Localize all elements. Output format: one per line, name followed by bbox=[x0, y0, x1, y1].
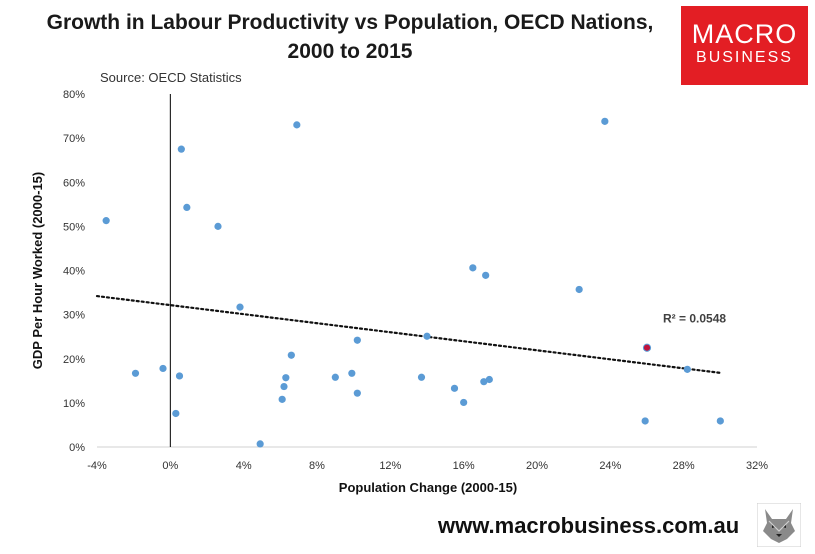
y-tick-label: 60% bbox=[63, 177, 85, 189]
y-tick-label: 40% bbox=[63, 266, 85, 278]
x-tick-label: 0% bbox=[162, 460, 178, 472]
data-point bbox=[175, 372, 184, 380]
chart-labels: R² = 0.0548 Population Change (2000-15) GD… bbox=[30, 172, 726, 495]
data-point bbox=[159, 364, 167, 373]
data-point bbox=[450, 384, 459, 392]
chart-axes: 0%10%20%30%40%50%60%70%80%-4% 0% 4% 8% 12% 16… bbox=[63, 89, 768, 472]
logo-word-business: BUSINESS bbox=[696, 49, 793, 66]
data-point bbox=[102, 217, 110, 225]
data-points bbox=[102, 117, 724, 448]
y-tick-label: 50% bbox=[63, 221, 85, 233]
data-point-highlighted bbox=[642, 343, 652, 352]
data-point bbox=[485, 375, 493, 384]
x-tick-label: 20% bbox=[526, 460, 548, 472]
data-point bbox=[353, 336, 361, 344]
data-point bbox=[460, 398, 468, 407]
data-point bbox=[353, 389, 361, 397]
data-point bbox=[183, 203, 191, 212]
data-point bbox=[348, 369, 356, 377]
scatter-chart: 0%10%20%30%40%50%60%70%80%-4% 0% 4% 8% 12% 16… bbox=[30, 89, 768, 495]
data-point bbox=[177, 145, 185, 153]
chart-title: Growth in Labour Productivity vs Populat… bbox=[0, 8, 700, 66]
data-point bbox=[331, 373, 339, 381]
y-axis-label: GDP Per Hour Worked (2000-15) bbox=[30, 172, 45, 369]
x-axis-label: Population Change (2000-15) bbox=[339, 480, 517, 495]
x-tick-label: -4% bbox=[87, 460, 107, 472]
y-tick-label: 30% bbox=[63, 310, 85, 322]
source-note: Source: OECD Statistics bbox=[100, 70, 242, 85]
y-tick-label: 80% bbox=[63, 89, 85, 101]
chart-title-line-2: 2000 to 2015 bbox=[287, 40, 413, 63]
y-tick-label: 0% bbox=[69, 442, 85, 454]
y-tick-label: 10% bbox=[63, 398, 85, 410]
data-point bbox=[575, 285, 583, 294]
x-tick-label: 16% bbox=[453, 460, 475, 472]
footer-url[interactable]: www.macrobusiness.com.au bbox=[438, 513, 740, 538]
data-point bbox=[480, 378, 488, 386]
x-tick-label: 12% bbox=[379, 460, 401, 472]
x-tick-label: 8% bbox=[309, 460, 325, 472]
trendline-layer bbox=[95, 294, 722, 374]
macrobusiness-logo: MACRO BUSINESS bbox=[681, 6, 808, 85]
data-point bbox=[423, 332, 431, 340]
data-point bbox=[482, 271, 490, 279]
data-point bbox=[469, 264, 477, 272]
data-point bbox=[282, 374, 290, 382]
data-point bbox=[214, 222, 222, 230]
x-tick-label: 4% bbox=[236, 460, 252, 472]
logo-word-macro: MACRO bbox=[691, 19, 798, 49]
y-tick-label: 20% bbox=[63, 354, 85, 366]
data-point bbox=[601, 117, 609, 125]
chart-title-line-1: Growth in Labour Productivity vs Populat… bbox=[46, 11, 654, 34]
data-point bbox=[417, 373, 426, 381]
data-point bbox=[293, 121, 301, 129]
data-point bbox=[683, 365, 691, 373]
data-point bbox=[236, 303, 244, 311]
data-point bbox=[641, 417, 649, 425]
x-tick-label: 28% bbox=[673, 460, 695, 472]
x-tick-label: 24% bbox=[599, 460, 621, 472]
data-point bbox=[716, 417, 724, 425]
data-point bbox=[278, 395, 286, 403]
data-point bbox=[287, 351, 295, 359]
trendline bbox=[95, 294, 722, 374]
data-point bbox=[172, 409, 180, 418]
x-tick-label: 32% bbox=[746, 460, 768, 472]
wolf-logo-icon bbox=[757, 503, 801, 547]
data-point bbox=[131, 369, 140, 377]
y-tick-label: 70% bbox=[63, 133, 85, 145]
data-point bbox=[280, 382, 288, 391]
r-squared-annotation: R² = 0.0548 bbox=[663, 312, 726, 326]
data-point bbox=[256, 440, 264, 448]
